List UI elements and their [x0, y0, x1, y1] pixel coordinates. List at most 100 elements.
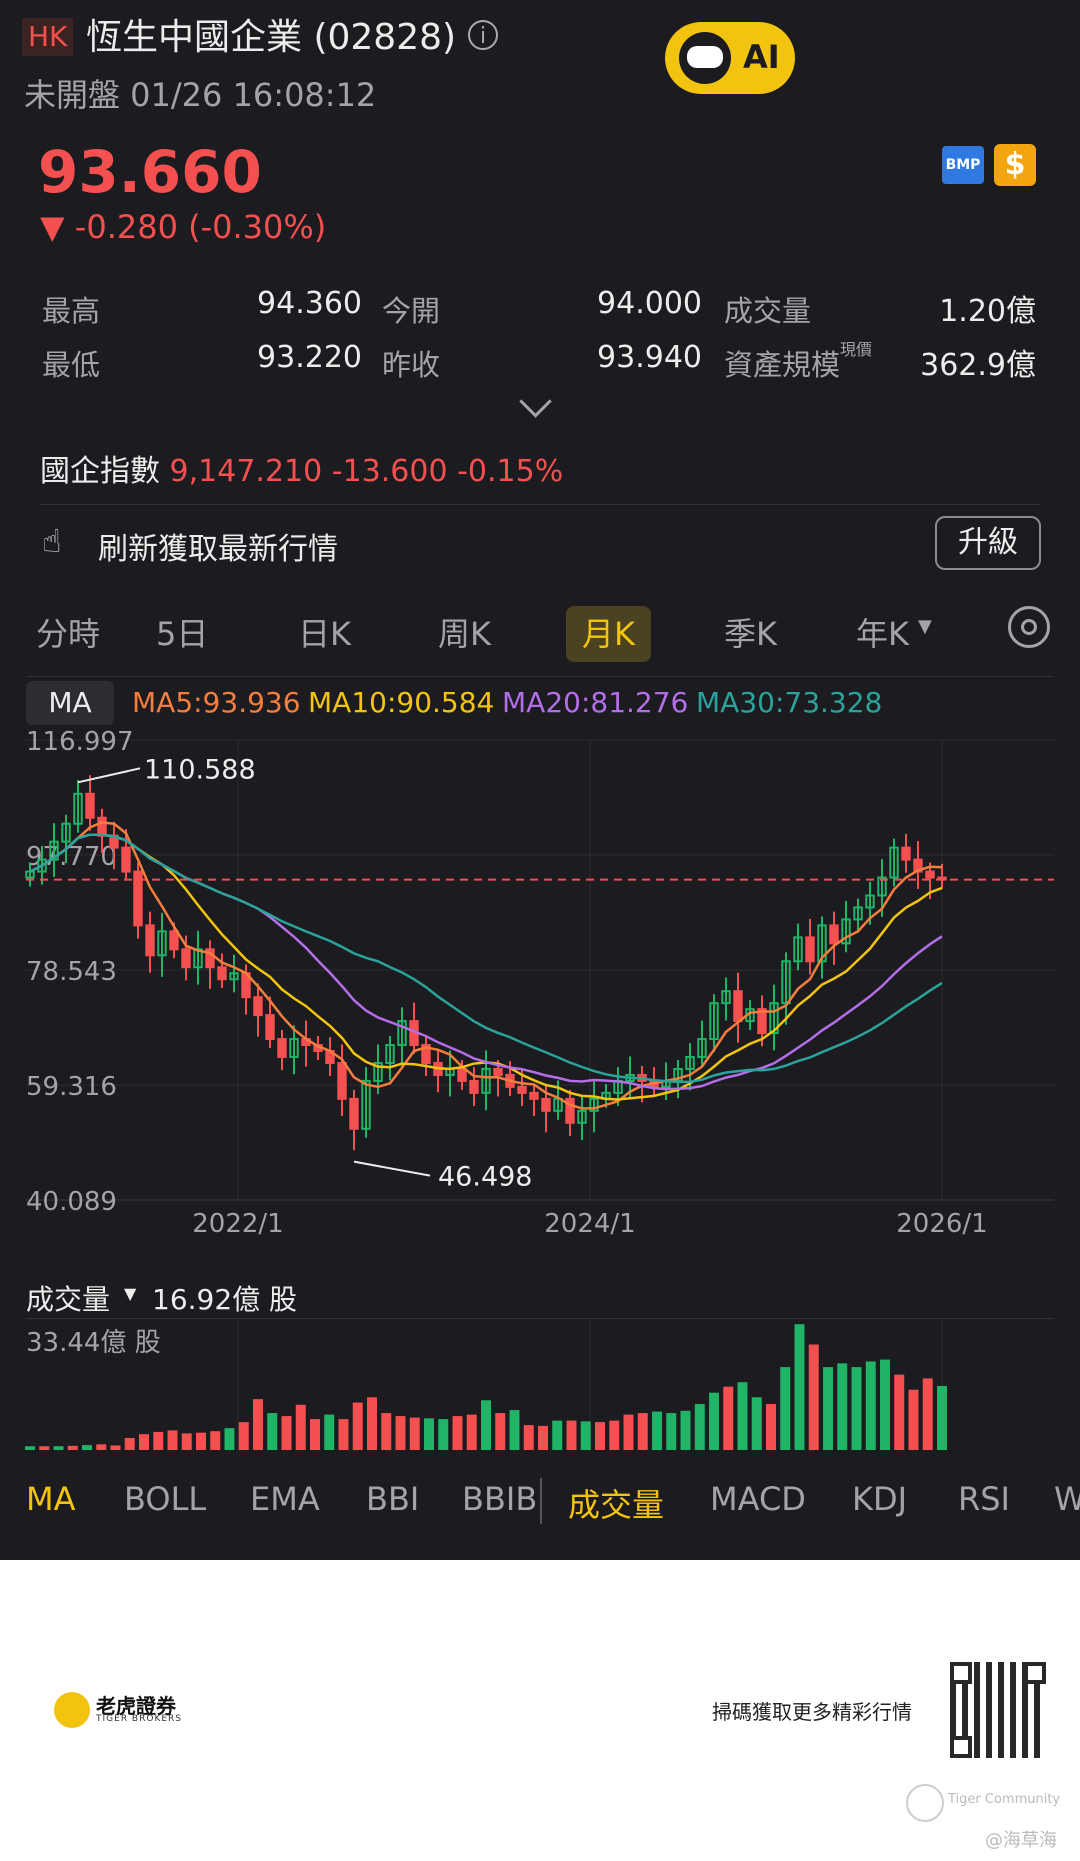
- stat-value: 1.20億: [939, 294, 1036, 329]
- candle: [865, 894, 875, 909]
- ma30-line: [29, 833, 943, 1084]
- divider: [26, 1318, 1054, 1319]
- candle: [697, 1038, 707, 1058]
- indicator-tab-kdj[interactable]: KDJ: [852, 1480, 908, 1518]
- watermark-community: Tiger Community: [948, 1792, 1061, 1807]
- page-title: 恆生中國企業 (02828): [86, 17, 457, 58]
- candle: [901, 846, 911, 861]
- hand-pointer-icon: ☝: [42, 522, 62, 560]
- volume-bar: [367, 1397, 377, 1450]
- candle: [817, 924, 827, 963]
- indicator-tab-ma[interactable]: MA: [26, 1480, 76, 1518]
- candle: [805, 936, 815, 963]
- volume-bar: [139, 1434, 149, 1450]
- candle: [733, 990, 743, 1023]
- tab-intraday[interactable]: 分時: [36, 615, 101, 653]
- tab-quarterly-k[interactable]: 季K: [724, 615, 777, 653]
- candle: [49, 840, 59, 861]
- indicator-tab-bbib[interactable]: BBIB: [462, 1480, 538, 1518]
- ai-assistant-button[interactable]: AI: [665, 22, 795, 94]
- volume-bar: [466, 1414, 477, 1450]
- volume-bar: [580, 1421, 591, 1450]
- ma20-legend: MA20:81.276: [502, 686, 689, 719]
- candle: [685, 1055, 695, 1070]
- volume-max-label: 33.44億 股: [26, 1328, 161, 1358]
- stat-label: 今開: [382, 294, 441, 328]
- volume-label[interactable]: 成交量: [26, 1283, 111, 1316]
- volume-bar: [409, 1417, 420, 1450]
- candle: [457, 1067, 467, 1082]
- volume-bar: [424, 1418, 434, 1450]
- volume-bar: [96, 1444, 107, 1450]
- ma-indicator-tag[interactable]: MA: [26, 681, 114, 725]
- refresh-hint: 刷新獲取最新行情: [98, 532, 338, 567]
- volume-bar: [908, 1389, 919, 1450]
- volume-bar: [267, 1413, 278, 1450]
- volume-bar: [766, 1404, 776, 1450]
- volume-bar: [894, 1374, 905, 1450]
- volume-bar: [937, 1385, 947, 1450]
- stat-label: 最高: [42, 294, 101, 328]
- candle: [229, 972, 239, 981]
- volume-bar: [637, 1413, 648, 1450]
- volume-bar: [837, 1363, 848, 1450]
- candle: [889, 846, 899, 879]
- candle: [349, 1097, 359, 1130]
- volume-bar: [452, 1416, 463, 1450]
- upgrade-button[interactable]: 升級: [935, 516, 1041, 570]
- indicator-tab-boll[interactable]: BOLL: [124, 1480, 207, 1518]
- candle: [721, 990, 731, 1005]
- volume-bar: [210, 1431, 221, 1450]
- tab-yearly-k[interactable]: 年K: [856, 615, 909, 653]
- indicator-tab-macd[interactable]: MACD: [710, 1480, 806, 1518]
- volume-bar: [67, 1445, 78, 1450]
- tab-monthly-k[interactable]: 月K: [566, 606, 651, 662]
- candle: [169, 930, 179, 951]
- volume-bar: [623, 1414, 634, 1450]
- y-tick-label: 116.997: [26, 730, 134, 757]
- volume-bar: [509, 1410, 520, 1450]
- y-tick-label: 40.089: [26, 1187, 117, 1217]
- indicator-tab-ema[interactable]: EMA: [250, 1480, 320, 1518]
- x-tick-label: 2024/1: [544, 1209, 635, 1239]
- volume-bar: [224, 1428, 235, 1450]
- price-change: ▼ -0.280 (-0.30%): [40, 208, 327, 246]
- dollar-badge[interactable]: $: [994, 144, 1036, 186]
- index-quote[interactable]: 國企指數 9,147.210 -13.600 -0.15%: [40, 446, 563, 490]
- candle: [769, 1002, 779, 1035]
- volume-bar: [181, 1433, 192, 1450]
- volume-bar: [552, 1420, 563, 1450]
- candle: [421, 1044, 431, 1064]
- candle: [121, 846, 131, 873]
- volume-bar: [281, 1416, 292, 1450]
- indicator-tab-more[interactable]: W: [1054, 1480, 1080, 1518]
- volume-bar: [295, 1404, 306, 1450]
- volume-bar: [865, 1361, 876, 1450]
- candle: [517, 1085, 527, 1094]
- volume-bar: [723, 1386, 734, 1450]
- ai-label: AI: [743, 38, 780, 76]
- info-icon[interactable]: i: [468, 20, 498, 50]
- volume-bar: [495, 1413, 506, 1450]
- volume-bar: [709, 1392, 719, 1450]
- tab-daily-k[interactable]: 日K: [298, 615, 351, 653]
- settings-icon[interactable]: [1008, 606, 1050, 648]
- volume-bar: [167, 1430, 178, 1450]
- indicator-tab-rsi[interactable]: RSI: [958, 1480, 1010, 1518]
- caret-down-icon: ▼: [918, 616, 932, 637]
- brand-subtitle: TIGER BROKERS: [96, 1714, 182, 1724]
- candle: [541, 1097, 551, 1112]
- volume-bar: [694, 1404, 705, 1450]
- tab-5day[interactable]: 5日: [156, 615, 209, 653]
- indicator-tab-bbi[interactable]: BBI: [366, 1480, 420, 1518]
- candle: [289, 1038, 299, 1058]
- candle: [925, 870, 935, 879]
- bmp-badge[interactable]: BMP: [942, 146, 984, 184]
- indicator-tab-volume[interactable]: 成交量: [568, 1486, 665, 1524]
- watermark-user: @海草海: [985, 1830, 1057, 1851]
- volume-bar: [25, 1446, 35, 1450]
- tab-weekly-k[interactable]: 周K: [438, 615, 491, 653]
- volume-chart: [25, 1320, 947, 1450]
- divider: [40, 504, 1040, 505]
